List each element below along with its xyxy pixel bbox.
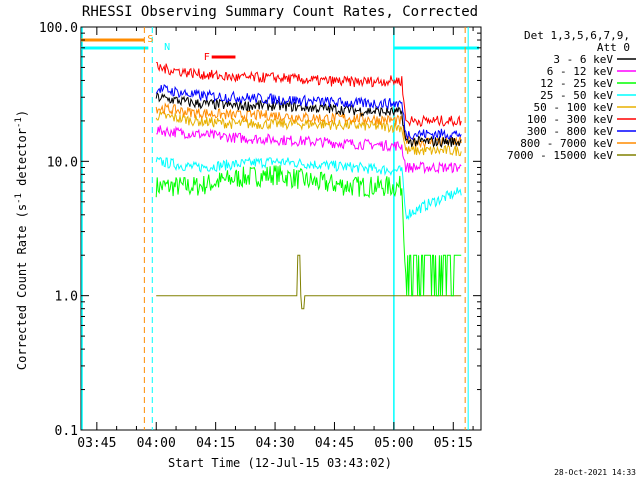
x-tick-label: 05:00 bbox=[374, 436, 413, 451]
legend-label: 7000 - 15000 keV bbox=[507, 149, 613, 162]
annotation-f: F bbox=[204, 52, 210, 63]
x-axis-ticks: 03:45 04:00 04:15 04:30 04:45 05:00 05:15 bbox=[77, 27, 474, 451]
y-tick-label: 0.1 bbox=[55, 424, 78, 439]
y-axis-ticks: 0.1 1.0 10.0 100.0 bbox=[39, 21, 481, 439]
legend-label: 800 - 7000 keV bbox=[520, 137, 613, 150]
y-tick-label: 1.0 bbox=[55, 290, 78, 305]
series-line-300-800kev bbox=[155, 84, 462, 141]
series-line-100-300kev bbox=[156, 62, 462, 128]
y-tick-label: 100.0 bbox=[39, 21, 78, 36]
x-tick-label: 04:15 bbox=[196, 436, 235, 451]
plot-area: SN F bbox=[80, 26, 482, 431]
series-line-12-25kev bbox=[155, 165, 462, 297]
x-tick-label: 04:45 bbox=[315, 436, 354, 451]
legend-label: 25 - 50 keV bbox=[540, 89, 613, 102]
y-axis-label: Corrected Count Rate (s-1 detector-1) bbox=[14, 110, 29, 370]
chart-title: RHESSI Observing Summary Count Rates, Co… bbox=[82, 4, 478, 20]
legend-label: 300 - 800 keV bbox=[527, 125, 613, 138]
series-line-25-50kev bbox=[155, 156, 462, 221]
annotation-n: N bbox=[164, 42, 170, 53]
legend-label: 50 - 100 keV bbox=[534, 101, 614, 114]
series-line-50-100kev bbox=[155, 111, 462, 157]
plot-frame bbox=[80, 26, 482, 431]
legend-header-line-1: Det 1,3,5,6,7,9, bbox=[524, 29, 630, 42]
x-axis-label: Start Time (12-Jul-15 03:43:02) bbox=[168, 456, 392, 470]
legend-label: 100 - 300 keV bbox=[527, 113, 613, 126]
series-line-7000-15000kev bbox=[156, 254, 462, 310]
legend-label: 6 - 12 keV bbox=[547, 65, 614, 78]
legend-label: 12 - 25 keV bbox=[540, 77, 613, 90]
x-tick-label: 04:30 bbox=[255, 436, 294, 451]
series-line-3-6kev bbox=[155, 91, 462, 149]
x-tick-label: 03:45 bbox=[77, 436, 116, 451]
x-tick-label: 05:15 bbox=[434, 436, 473, 451]
series-line-6-12kev bbox=[156, 125, 462, 175]
generation-timestamp: 28-Oct-2021 14:33 bbox=[554, 468, 636, 477]
x-tick-label: 04:00 bbox=[137, 436, 176, 451]
y-tick-label: 10.0 bbox=[47, 155, 78, 170]
annotation-s: S bbox=[147, 34, 153, 45]
legend-label: 3 - 6 keV bbox=[553, 53, 613, 66]
legend-header-line-2: Att 0 bbox=[597, 41, 630, 54]
